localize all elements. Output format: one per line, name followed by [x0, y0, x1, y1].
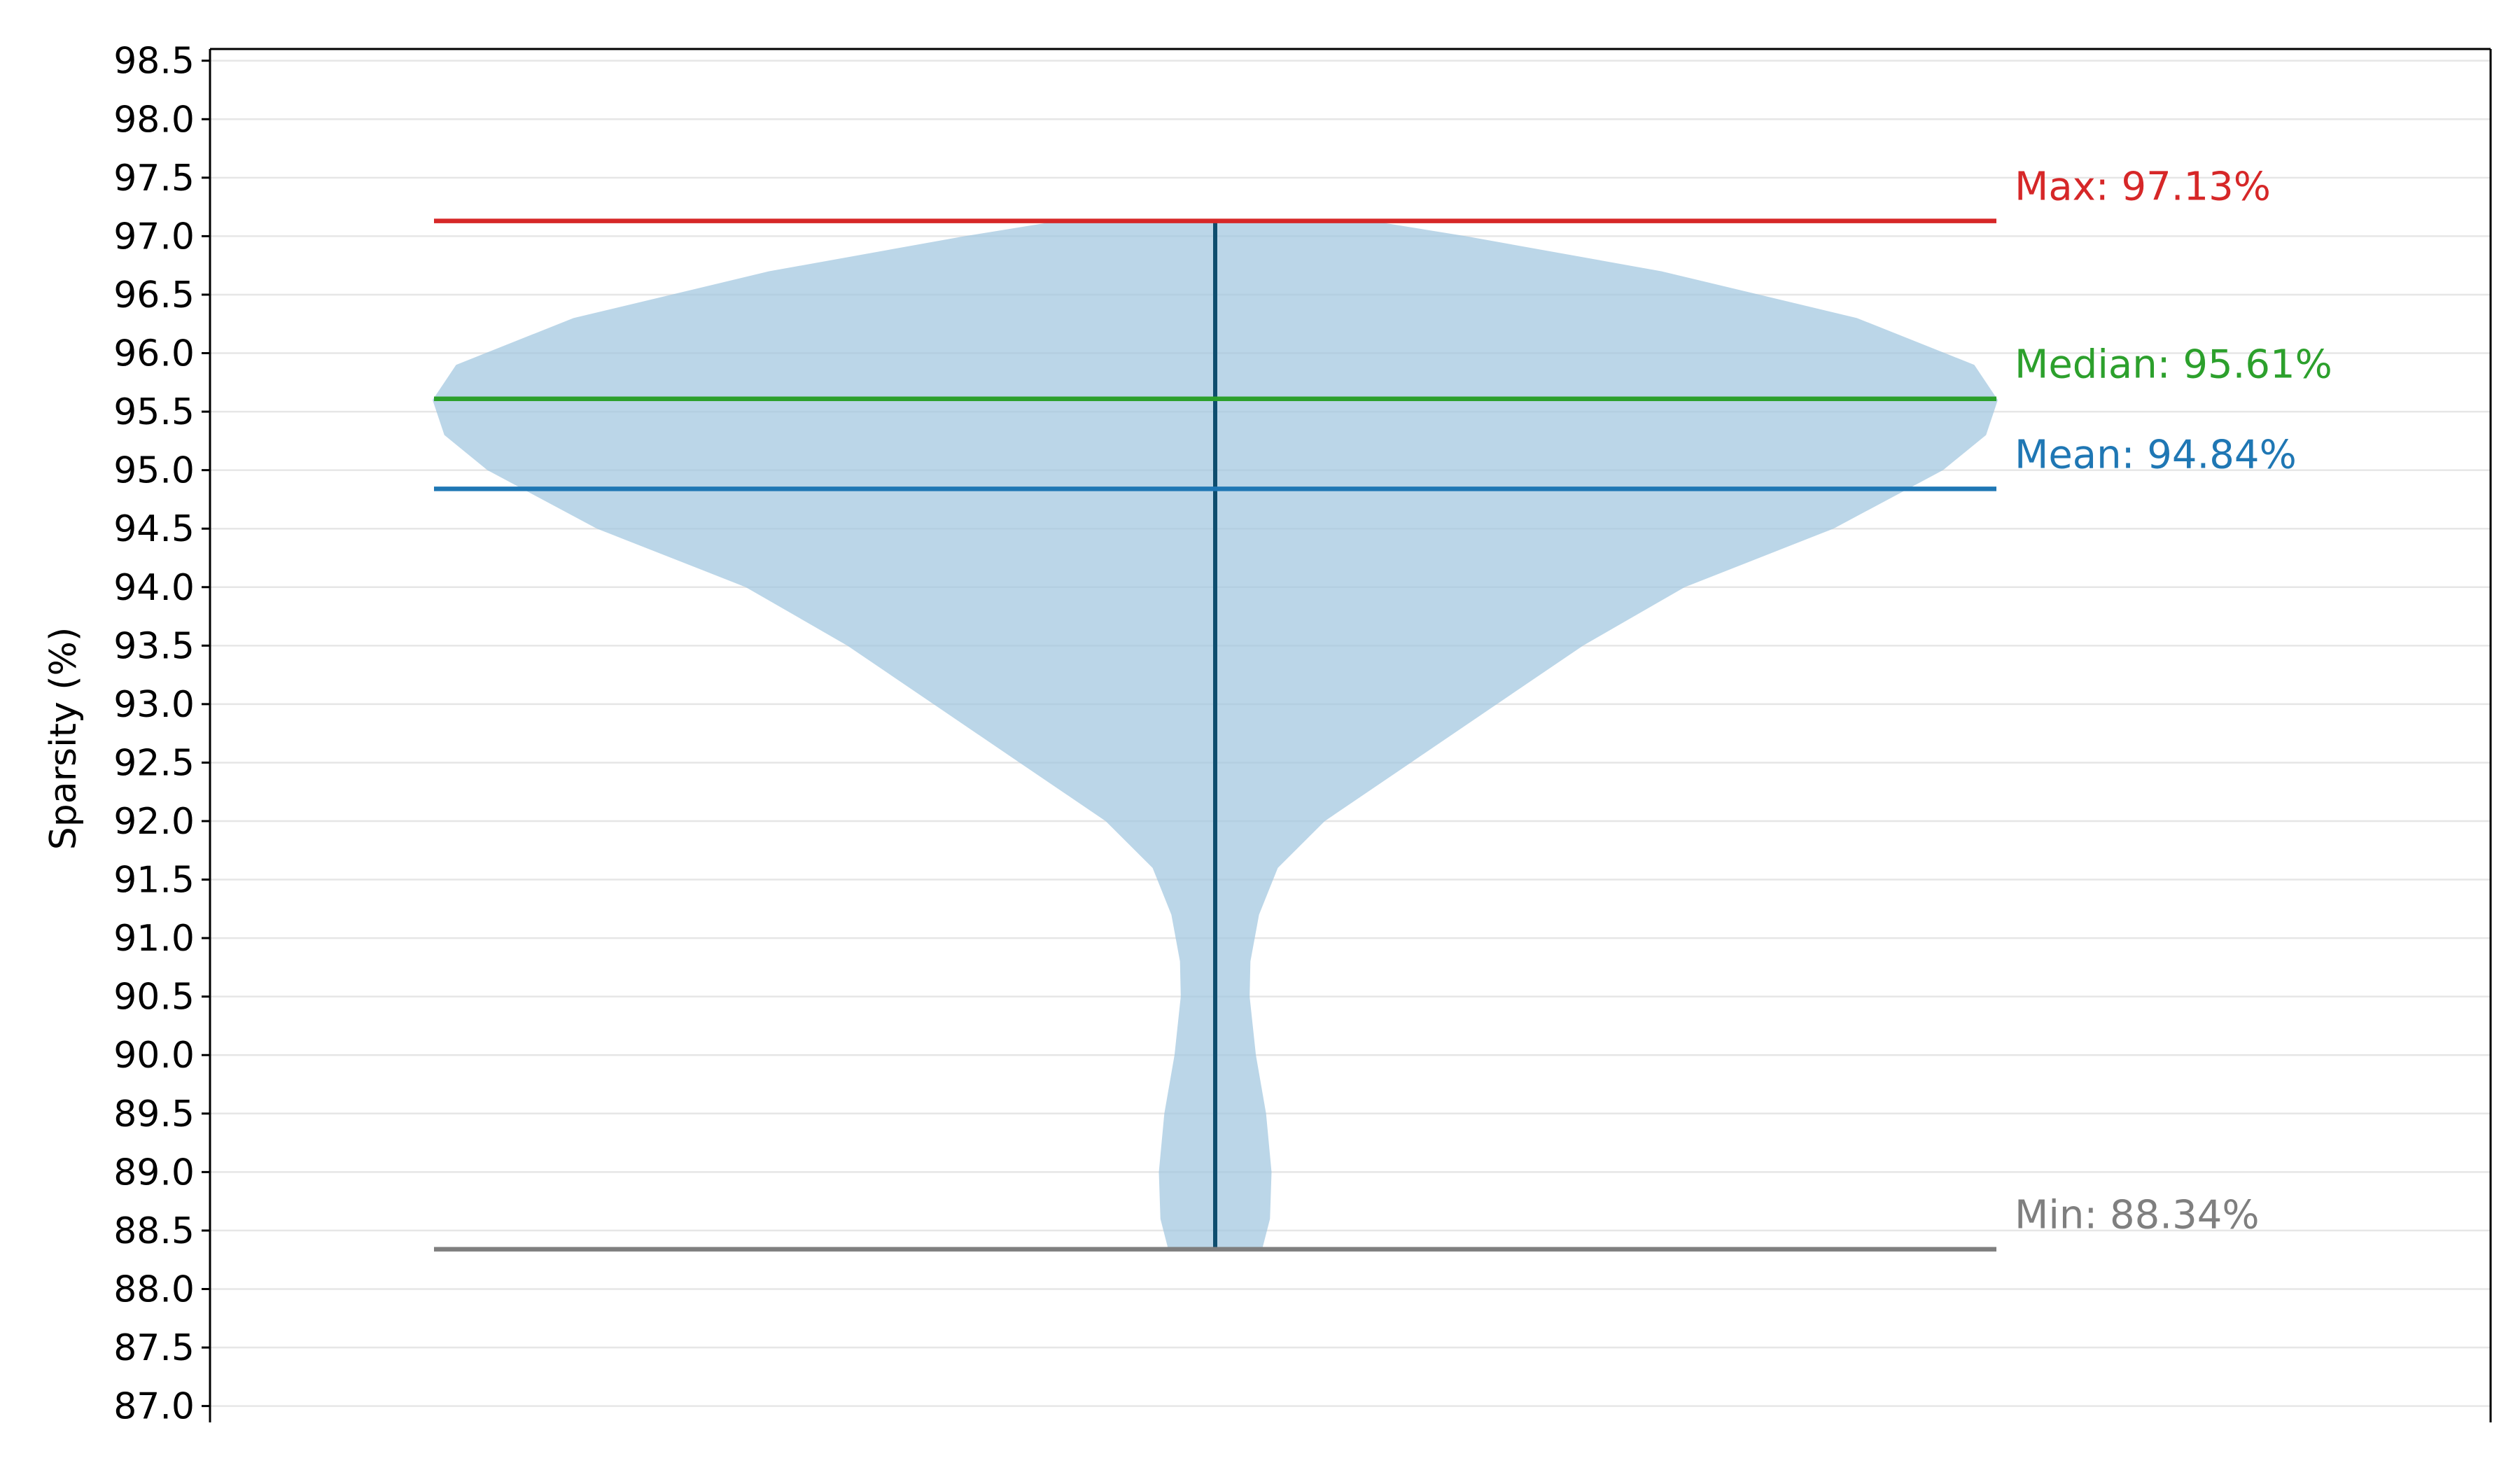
y-tick-label: 98.5: [113, 41, 195, 83]
y-tick-label: 87.5: [113, 1327, 195, 1369]
y-tick-label: 95.5: [113, 391, 195, 433]
y-tick-label: 97.5: [113, 158, 195, 200]
y-tick-label: 88.5: [113, 1210, 195, 1252]
y-tick-label: 96.0: [113, 333, 195, 375]
y-tick-label: 98.0: [113, 99, 195, 141]
y-tick-label: 90.5: [113, 976, 195, 1018]
y-tick-label: 94.0: [113, 567, 195, 609]
y-tick-label: 95.0: [113, 450, 195, 492]
y-tick-label: 92.0: [113, 801, 195, 843]
y-tick-label: 90.0: [113, 1035, 195, 1077]
y-tick-label: 89.0: [113, 1152, 195, 1194]
y-tick-label: 93.5: [113, 625, 195, 667]
min-annotation: Min: 88.34%: [2015, 1193, 2260, 1238]
y-tick-label: 87.0: [113, 1386, 195, 1428]
y-tick-label: 94.5: [113, 508, 195, 550]
y-tick-label: 96.5: [113, 274, 195, 316]
stat-lines: [434, 218, 1996, 1252]
mean-annotation: Mean: 94.84%: [2015, 432, 2297, 477]
y-tick-label: 97.0: [113, 216, 195, 258]
y-tick-label: 91.0: [113, 918, 195, 960]
axes: [209, 48, 2492, 1422]
y-axis-title: Sparsity (%): [43, 627, 85, 850]
y-tick-label: 88.0: [113, 1268, 195, 1310]
y-tick-label: 92.5: [113, 742, 195, 784]
median-annotation: Median: 95.61%: [2015, 342, 2332, 388]
y-axis-ticks: 87.0 87.5 88.0 88.5 89.0 89.5 90.0 90.5 91.0 91.5…: [113, 41, 210, 1428]
y-tick-label: 89.5: [113, 1093, 195, 1135]
max-annotation: Max: 97.13%: [2015, 164, 2271, 210]
y-tick-label: 93.0: [113, 684, 195, 726]
y-tick-label: 91.5: [113, 860, 195, 902]
